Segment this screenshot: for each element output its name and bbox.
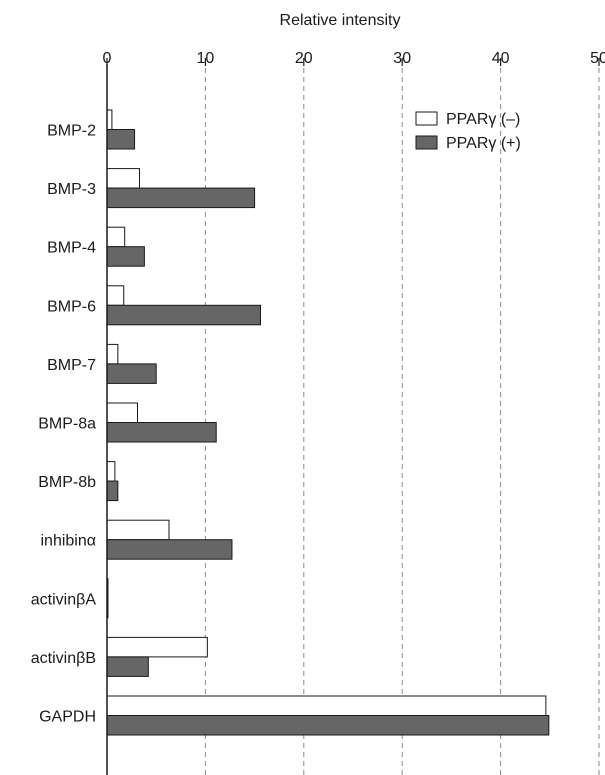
- category-label-gapdh: GAPDH: [39, 709, 96, 726]
- legend: PPARγ (–) PPARγ (+): [415, 111, 521, 152]
- category-label-bmp-6: BMP-6: [47, 298, 96, 315]
- x-axis-title: Relative intensity: [280, 12, 401, 29]
- bar-bmp-2-series-2: [106, 129, 136, 150]
- bar-bmp-8b-series-2: [106, 480, 119, 502]
- bar-bmp-6-series-2: [106, 304, 262, 326]
- bar-activin-b-series-1: [106, 636, 208, 658]
- bar-inhibin-series-2: [106, 539, 233, 560]
- bar-bmp-7-series-1: [106, 343, 119, 365]
- bar-bmp-8a-series-2: [106, 422, 217, 443]
- category-label-bmp-3: BMP-3: [47, 181, 96, 198]
- x-tick-label-0: 0: [103, 50, 112, 67]
- x-tick-label-10: 10: [197, 50, 215, 67]
- bars: [106, 109, 550, 736]
- x-tick-label-50: 50: [590, 50, 605, 67]
- bar-bmp-7-series-2: [106, 363, 157, 384]
- x-axis-ticks: 0 10 20 30 40 50: [103, 50, 605, 67]
- category-label-bmp-8a: BMP-8a: [38, 416, 96, 433]
- category-label-bmp-2: BMP-2: [47, 123, 96, 140]
- category-label-bmp-4: BMP-4: [47, 240, 96, 257]
- category-labels: BMP-2 BMP-3 BMP-4 BMP-6 BMP-7 BMP-8a BMP-8b inh…: [31, 123, 97, 726]
- grid-lines: [204, 68, 600, 775]
- category-label-activin-a: activinβA: [31, 591, 97, 608]
- legend-label-ppar-plus: PPARγ (+): [446, 135, 521, 152]
- legend-swatch-ppar-plus: [415, 135, 438, 150]
- x-tick-label-30: 30: [393, 50, 411, 67]
- bar-activin-b-series-2: [106, 656, 149, 677]
- bar-bmp-6-series-1: [106, 285, 125, 306]
- bar-bmp-4-series-2: [106, 246, 145, 267]
- bar-bmp-3-series-2: [106, 187, 256, 209]
- category-label-inhibin: inhibinα: [40, 533, 96, 550]
- x-tick-label-20: 20: [295, 50, 313, 67]
- legend-label-ppar-minus: PPARγ (–): [446, 111, 520, 128]
- legend-swatch-ppar-minus: [415, 111, 438, 126]
- bar-gapdh-series-2: [106, 715, 550, 736]
- bar-gapdh-series-1: [106, 695, 547, 716]
- bar-bmp-8a-series-1: [106, 402, 139, 423]
- category-label-bmp-7: BMP-7: [47, 357, 96, 374]
- bar-bmp-8b-series-1: [106, 461, 116, 482]
- bar-inhibin-series-1: [106, 519, 170, 541]
- x-tick-label-40: 40: [492, 50, 510, 67]
- category-label-activin-b: activinβB: [31, 650, 96, 667]
- category-label-bmp-8b: BMP-8b: [38, 474, 96, 491]
- bar-bmp-3-series-1: [106, 168, 140, 189]
- bar-bmp-4-series-1: [106, 226, 126, 248]
